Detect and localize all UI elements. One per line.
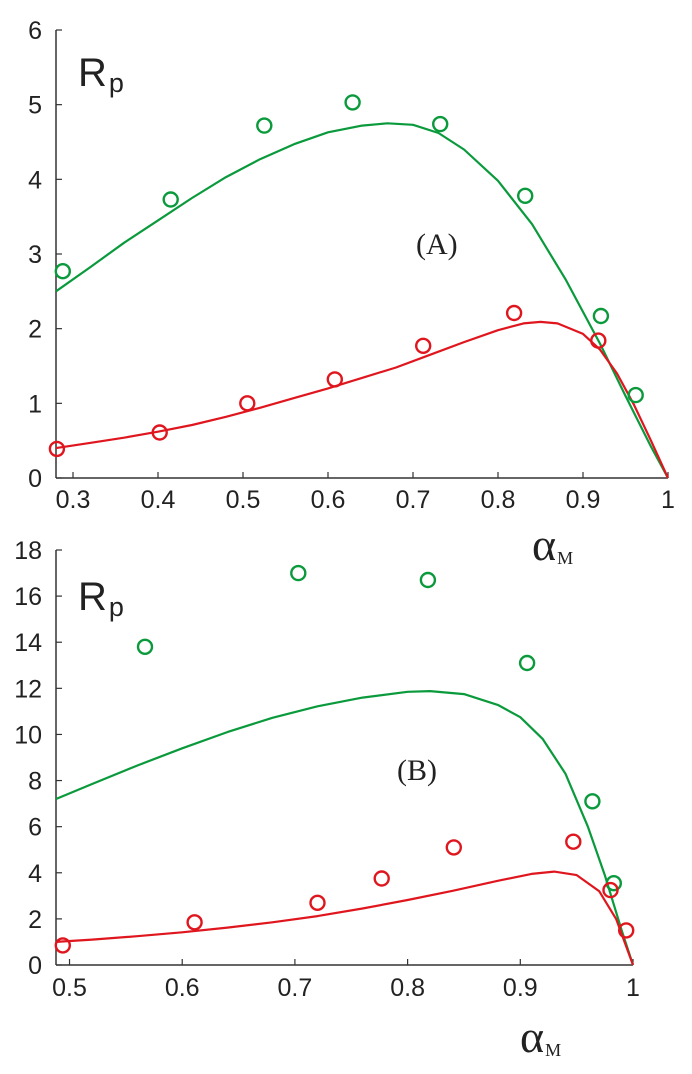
x-tick-label: 0.5 <box>226 486 261 514</box>
x-tick-label: 0.9 <box>503 974 538 1002</box>
x-tick-label: 0.9 <box>566 486 601 514</box>
red-fit-curve <box>55 870 635 966</box>
green-fit-curve <box>55 122 669 479</box>
y-axis-label: Rp <box>78 51 124 98</box>
green-data-point <box>518 654 536 672</box>
red-data-point <box>565 833 582 850</box>
x-axis-label: αM <box>532 519 573 570</box>
y-tick-label: 6 <box>28 814 42 842</box>
y-tick-label: 10 <box>14 721 42 749</box>
y-tick-label: 12 <box>14 675 42 703</box>
red-data-point <box>602 881 619 899</box>
y-tick-label: 18 <box>14 537 42 565</box>
x-tick-label: 0.5 <box>52 974 87 1002</box>
y-tick-label: 0 <box>28 465 42 493</box>
green-data-point <box>419 571 437 589</box>
y-tick-label: 6 <box>28 17 42 45</box>
x-tick-label: 1 <box>626 974 640 1002</box>
red-data-point <box>445 839 462 856</box>
x-axis-label-main: α <box>532 519 556 570</box>
x-axis-label-sub: M <box>545 1040 561 1060</box>
y-tick-label: 4 <box>28 860 42 888</box>
green-data-point <box>432 115 449 133</box>
y-tick-label: 14 <box>14 629 42 657</box>
green-data-point <box>256 117 273 134</box>
red-data-point <box>415 337 432 354</box>
y-tick-label: 2 <box>28 316 42 344</box>
red-data-point <box>186 914 203 931</box>
red-data-point <box>54 937 71 954</box>
x-axis-label-sub: M <box>557 548 573 568</box>
red-data-point <box>505 304 523 322</box>
y-axis-label-main: R <box>78 51 107 95</box>
y-axis-label-sub: p <box>109 68 124 98</box>
green-data-point <box>592 307 610 325</box>
y-axis-label-sub: p <box>109 592 124 622</box>
x-tick-label: 0.6 <box>311 486 346 514</box>
y-axis-label-main: R <box>78 575 107 619</box>
green-data-point <box>162 191 179 208</box>
red-data-point <box>373 870 390 887</box>
panel-annotation: (A) <box>416 228 458 261</box>
y-tick-label: 8 <box>28 768 42 796</box>
x-tick-label: 0.3 <box>56 486 91 514</box>
x-tick-label: 0.7 <box>396 486 431 514</box>
y-tick-label: 16 <box>14 583 42 611</box>
green-data-point <box>627 386 644 404</box>
green-data-point <box>344 94 361 111</box>
red-data-point <box>309 894 326 911</box>
y-tick-label: 2 <box>28 906 42 934</box>
y-tick-label: 3 <box>28 241 42 269</box>
x-tick-label: 0.6 <box>165 974 200 1002</box>
x-axis-label: αM <box>520 1011 561 1062</box>
y-tick-label: 0 <box>28 952 42 980</box>
y-tick-label: 4 <box>28 166 42 194</box>
x-tick-label: 1 <box>661 486 675 514</box>
x-tick-label: 0.8 <box>481 486 516 514</box>
red-data-point <box>151 424 168 441</box>
x-tick-label: 0.7 <box>278 974 313 1002</box>
green-data-point <box>517 187 534 205</box>
red-data-point <box>239 395 256 412</box>
x-axis-label-main: α <box>520 1011 544 1062</box>
chart-panel-a: 0 1 2 3 4 5 6 0.3 0.4 0.5 0.6 0.7 0.8 0.9 1 Rp αM (A) <box>28 17 675 570</box>
green-data-point <box>54 263 71 280</box>
green-data-point <box>584 793 601 810</box>
x-tick-label: 0.8 <box>390 974 425 1002</box>
y-tick-label: 1 <box>28 390 42 418</box>
red-data-point <box>618 922 635 939</box>
y-tick-label: 5 <box>28 92 42 120</box>
green-data-point <box>290 564 307 582</box>
red-data-point <box>326 371 343 388</box>
red-data-point <box>590 332 607 349</box>
x-tick-label: 0.4 <box>141 486 176 514</box>
red-fit-curve <box>55 320 670 479</box>
red-data-point <box>48 440 66 458</box>
green-data-point <box>136 638 154 655</box>
y-axis-label: Rp <box>78 575 124 622</box>
green-fit-curve <box>55 689 635 966</box>
panel-annotation: (B) <box>397 754 437 787</box>
